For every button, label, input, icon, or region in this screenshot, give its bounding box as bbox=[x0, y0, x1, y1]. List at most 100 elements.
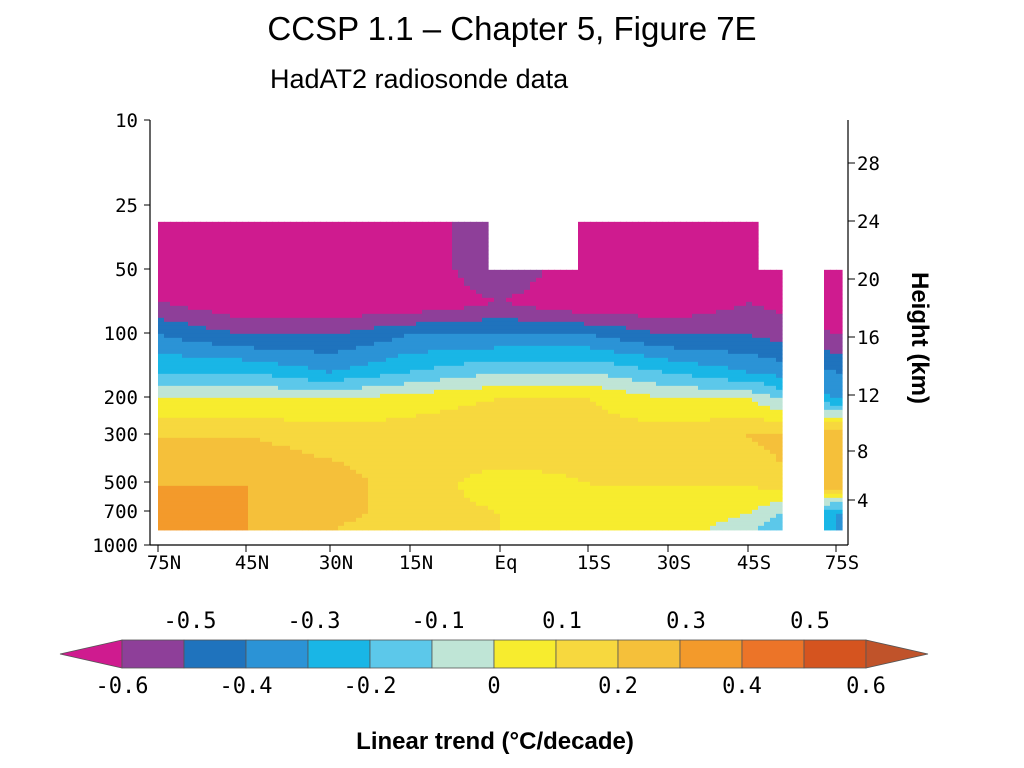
heatmap-cell bbox=[266, 369, 273, 375]
heatmap-cell bbox=[248, 389, 255, 395]
heatmap-cell bbox=[338, 237, 345, 243]
heatmap-cell bbox=[422, 401, 429, 407]
heatmap-cell bbox=[356, 373, 363, 379]
heatmap-cell bbox=[428, 453, 435, 459]
heatmap-cell bbox=[194, 445, 201, 451]
heatmap-cell bbox=[392, 461, 399, 467]
heatmap-cell bbox=[164, 261, 171, 267]
heatmap-cell bbox=[290, 465, 297, 471]
heatmap-cell bbox=[518, 421, 525, 427]
heatmap-cell bbox=[494, 405, 501, 411]
heatmap-cell bbox=[224, 421, 231, 427]
heatmap-cell bbox=[254, 421, 261, 427]
heatmap-cell bbox=[206, 249, 213, 255]
heatmap-cell bbox=[512, 341, 519, 347]
heatmap-cell bbox=[254, 233, 261, 239]
heatmap-cell bbox=[218, 277, 225, 283]
heatmap-cell bbox=[446, 317, 453, 323]
heatmap-cell bbox=[212, 393, 219, 399]
heatmap-cell bbox=[548, 421, 555, 427]
heatmap-cell bbox=[416, 345, 423, 351]
heatmap-cell bbox=[296, 233, 303, 239]
heatmap-cell bbox=[254, 353, 261, 359]
heatmap-cell bbox=[296, 225, 303, 231]
heatmap-cell bbox=[200, 445, 207, 451]
heatmap-cell bbox=[446, 305, 453, 311]
heatmap-cell bbox=[344, 325, 351, 331]
heatmap-cell bbox=[266, 237, 273, 243]
heatmap-cell bbox=[422, 329, 429, 335]
heatmap-cell bbox=[230, 321, 237, 327]
heatmap-cell bbox=[488, 349, 495, 355]
heatmap-cell bbox=[404, 297, 411, 303]
heatmap-cell bbox=[458, 457, 465, 463]
heatmap-cell bbox=[320, 433, 327, 439]
heatmap-cell bbox=[410, 225, 417, 231]
heatmap-cell bbox=[194, 481, 201, 487]
heatmap-cell bbox=[200, 277, 207, 283]
heatmap-cell bbox=[170, 341, 177, 347]
heatmap-cell bbox=[446, 337, 453, 343]
heatmap-cell bbox=[254, 313, 261, 319]
heatmap-cell bbox=[248, 485, 255, 491]
heatmap-cell bbox=[362, 493, 369, 499]
heatmap-cell bbox=[200, 245, 207, 251]
heatmap-cell bbox=[218, 421, 225, 427]
heatmap-cell bbox=[218, 245, 225, 251]
heatmap-cell bbox=[524, 433, 531, 439]
heatmap-cell bbox=[236, 497, 243, 503]
heatmap-cell bbox=[218, 465, 225, 471]
heatmap-cell bbox=[302, 377, 309, 383]
heatmap-cell bbox=[404, 449, 411, 455]
heatmap-cell bbox=[404, 409, 411, 415]
heatmap-cell bbox=[308, 237, 315, 243]
heatmap-cell bbox=[410, 237, 417, 243]
heatmap-cell bbox=[284, 225, 291, 231]
heatmap-cell bbox=[548, 517, 555, 523]
heatmap-cell bbox=[428, 325, 435, 331]
heatmap-cell bbox=[488, 285, 495, 291]
heatmap-cell bbox=[212, 325, 219, 331]
heatmap-cell bbox=[470, 321, 477, 327]
heatmap-cell bbox=[554, 445, 561, 451]
heatmap-cell bbox=[164, 241, 171, 247]
heatmap-cell bbox=[176, 377, 183, 383]
heatmap-cell bbox=[326, 221, 333, 227]
heatmap-cell bbox=[344, 365, 351, 371]
heatmap-cell bbox=[524, 461, 531, 467]
heatmap-cell bbox=[158, 221, 165, 227]
heatmap-cell bbox=[212, 261, 219, 267]
heatmap-cell bbox=[272, 313, 279, 319]
heatmap-cell bbox=[242, 389, 249, 395]
heatmap-cell bbox=[404, 233, 411, 239]
heatmap-cell bbox=[308, 489, 315, 495]
heatmap-cell bbox=[452, 221, 459, 227]
heatmap-cell bbox=[266, 469, 273, 475]
heatmap-cell bbox=[374, 497, 381, 503]
heatmap-cell bbox=[500, 373, 507, 379]
heatmap-cell bbox=[188, 293, 195, 299]
heatmap-cell bbox=[260, 285, 267, 291]
heatmap-cell bbox=[500, 517, 507, 523]
heatmap-cell bbox=[380, 465, 387, 471]
heatmap-cell bbox=[380, 225, 387, 231]
heatmap-cell bbox=[458, 433, 465, 439]
heatmap-cell bbox=[446, 265, 453, 271]
heatmap-cell bbox=[476, 465, 483, 471]
heatmap-cell bbox=[434, 305, 441, 311]
heatmap-cell bbox=[518, 297, 525, 303]
heatmap-cell bbox=[434, 465, 441, 471]
heatmap-cell bbox=[554, 389, 561, 395]
heatmap-cell bbox=[230, 257, 237, 263]
heatmap-cell bbox=[416, 237, 423, 243]
heatmap-cell bbox=[428, 397, 435, 403]
heatmap-cell bbox=[278, 385, 285, 391]
heatmap-cell bbox=[332, 505, 339, 511]
heatmap-cell bbox=[194, 461, 201, 467]
heatmap-cell bbox=[392, 317, 399, 323]
heatmap-cell bbox=[398, 453, 405, 459]
heatmap-cell bbox=[488, 305, 495, 311]
heatmap-cell bbox=[494, 325, 501, 331]
heatmap-cell bbox=[356, 317, 363, 323]
heatmap-cell bbox=[230, 497, 237, 503]
